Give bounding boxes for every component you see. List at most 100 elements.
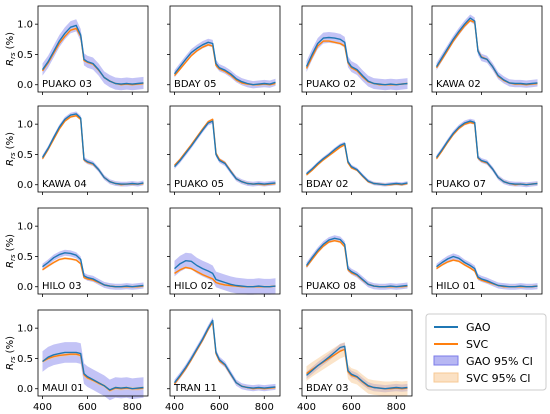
- y-tick-label: 0.5: [17, 50, 33, 61]
- svc-ci-band: [436, 19, 538, 86]
- x-tick-label: 600: [342, 402, 361, 413]
- panel-frame: [37, 5, 149, 93]
- y-axis-label: Rrs (%): [5, 132, 17, 166]
- y-tick-label: 0.0: [17, 80, 33, 91]
- svc-line: [173, 118, 276, 186]
- panel-bday-05: BDAY 05: [167, 5, 281, 95]
- panel-label: PUAKO 05: [174, 179, 224, 190]
- panel-tran-11: 400 600 800 TRAN 11: [165, 309, 281, 413]
- panel-label: PUAKO 08: [306, 281, 356, 292]
- panel-hilo-03: 0.0 0.5 1.0 HILO 03 Rrs (%): [5, 207, 149, 297]
- svc-ci-band: [174, 320, 276, 390]
- panel-frame: [169, 207, 281, 295]
- panel-puako-08: PUAKO 08: [299, 207, 413, 297]
- panel-puako-02: PUAKO 02: [299, 5, 413, 95]
- panel-puako-03: 0.0 0.5 1.0 PUAKO 03 Rrs (%): [5, 5, 149, 95]
- y-tick-label: 0.5: [17, 252, 33, 263]
- y-axis-label: Rrs (%): [5, 234, 17, 268]
- legend: GAO SVC GAO 95% CI SVC 95% CI: [425, 313, 547, 391]
- gao-ci-band: [436, 118, 538, 188]
- panel-frame: [169, 105, 281, 193]
- panel-label: BDAY 02: [306, 179, 348, 190]
- y-tick-label: 1.0: [17, 222, 33, 233]
- y-tick-label: 1.0: [17, 20, 33, 31]
- svc-ci-band: [174, 118, 276, 186]
- panel-frame: [431, 105, 543, 193]
- panel-label: HILO 03: [42, 281, 81, 292]
- legend-gao-ci-label: GAO 95% CI: [466, 355, 533, 368]
- gao-ci-band: [174, 118, 276, 187]
- x-tick-label: 600: [210, 402, 229, 413]
- gao-line: [435, 120, 538, 186]
- panel-bday-03: 400 600 800 BDAY 03: [297, 309, 413, 413]
- svc-line: [305, 239, 408, 288]
- panel-label: TRAN 11: [173, 383, 217, 394]
- x-tick-label: 400: [33, 402, 52, 413]
- panel-kawa-04: 0.0 0.5 1.0 KAWA 04 Rrs (%): [5, 105, 149, 195]
- legend-frame: [425, 313, 547, 391]
- panel-frame: [301, 5, 413, 93]
- gao-ci-band: [174, 317, 276, 392]
- gao-line: [41, 113, 144, 185]
- gao-line: [173, 319, 276, 389]
- gao-line: [305, 36, 408, 86]
- gao-line: [174, 260, 276, 288]
- gao-line: [173, 120, 276, 185]
- panel-hilo-01: HILO 01: [429, 207, 543, 297]
- panel-label: KAWA 04: [42, 179, 87, 190]
- panel-label: PUAKO 03: [42, 79, 92, 90]
- panel-kawa-02: KAWA 02: [429, 5, 543, 95]
- panel-label: HILO 02: [174, 281, 213, 292]
- y-tick-label: 0.0: [17, 384, 33, 395]
- gao-ci-band: [42, 342, 144, 401]
- y-tick-label: 0.0: [17, 282, 33, 293]
- svc-ci-band: [42, 27, 144, 86]
- panel-frame: [169, 5, 281, 93]
- panel-label: BDAY 05: [174, 79, 216, 90]
- legend-gao-label: GAO: [466, 321, 491, 334]
- svc-line: [41, 114, 144, 186]
- gao-ci-band: [174, 252, 276, 295]
- gao-line: [305, 237, 408, 288]
- panel-frame: [37, 207, 149, 295]
- panel-maui-01: 0.0 0.5 1.0 400 600 800 MAUI 01 Rrs (%): [5, 309, 149, 413]
- panel-frame: [301, 309, 413, 397]
- legend-svc-ci-label: SVC 95% CI: [466, 372, 531, 385]
- legend-gao-ci-swatch: [433, 355, 459, 366]
- panels-layer: 0.0 0.5 1.0 PUAKO 03 Rrs (%) BDAY 05 PUAKO 02 K…: [5, 5, 543, 413]
- panel-frame: [301, 207, 413, 295]
- svc-ci-band: [42, 114, 144, 186]
- panel-frame: [431, 5, 543, 93]
- panel-frame: [301, 105, 413, 193]
- gao-line: [42, 351, 144, 391]
- x-tick-label: 400: [165, 402, 184, 413]
- x-tick-label: 800: [123, 402, 142, 413]
- gao-ci-band: [436, 14, 538, 88]
- y-axis-label: Rrs (%): [5, 32, 17, 66]
- y-tick-label: 1.0: [17, 324, 33, 335]
- svc-line: [41, 27, 144, 86]
- panel-label: MAUI 01: [42, 383, 84, 394]
- panel-bday-02: BDAY 02: [299, 105, 413, 195]
- legend-svc-ci-swatch: [433, 372, 459, 383]
- x-tick-label: 800: [387, 402, 406, 413]
- panel-hilo-02: HILO 02: [167, 207, 281, 297]
- gao-line: [173, 41, 276, 86]
- x-tick-label: 400: [297, 402, 316, 413]
- panel-label: BDAY 03: [306, 383, 348, 394]
- gao-line: [306, 345, 408, 390]
- y-tick-label: 0.0: [17, 180, 33, 191]
- gao-line: [306, 142, 408, 186]
- gao-ci-band: [42, 19, 144, 91]
- svc-line: [435, 19, 538, 86]
- panel-label: PUAKO 02: [306, 79, 356, 90]
- gao-line: [435, 17, 538, 85]
- gao-ci-band: [306, 235, 408, 290]
- y-tick-label: 0.5: [17, 354, 33, 365]
- svc-line: [435, 121, 538, 186]
- legend-svc-label: SVC: [466, 338, 489, 351]
- gao-line: [436, 255, 538, 288]
- panel-label: HILO 01: [436, 281, 475, 292]
- panel-frame: [431, 207, 543, 295]
